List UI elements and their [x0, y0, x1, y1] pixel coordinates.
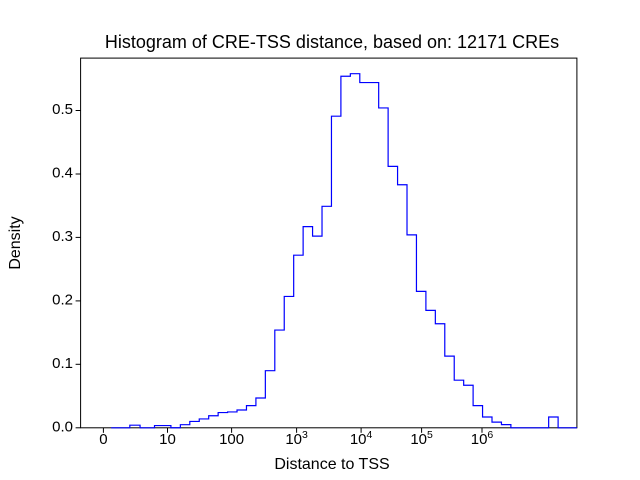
svg-text:104: 104: [350, 429, 373, 448]
svg-text:Distance to TSS: Distance to TSS: [274, 456, 389, 473]
svg-text:0.4: 0.4: [52, 165, 73, 182]
svg-text:105: 105: [410, 429, 433, 448]
svg-text:0.3: 0.3: [52, 228, 73, 245]
svg-text:103: 103: [285, 429, 308, 448]
svg-text:Density: Density: [7, 216, 24, 269]
svg-text:100: 100: [219, 431, 244, 448]
svg-text:Histogram of CRE-TSS distance,: Histogram of CRE-TSS distance, based on:…: [105, 32, 559, 52]
svg-text:0.2: 0.2: [52, 291, 73, 308]
svg-text:0.0: 0.0: [52, 418, 73, 435]
svg-text:0: 0: [99, 431, 107, 448]
svg-text:106: 106: [471, 429, 494, 448]
svg-text:10: 10: [159, 431, 176, 448]
svg-text:0.1: 0.1: [52, 355, 73, 372]
svg-text:0.5: 0.5: [52, 101, 73, 118]
